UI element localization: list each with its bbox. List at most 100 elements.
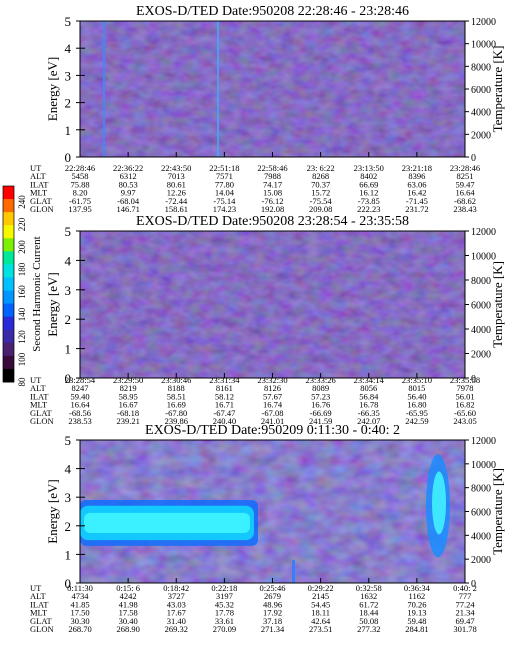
panel-title: EXOS-D/TED Date:950209 0:11:30 - 0:40: 2 (145, 423, 400, 438)
y-tick-label: 0 (65, 576, 72, 591)
y2-tick-label: 8000 (471, 62, 491, 73)
table-cell: 30.40 (119, 616, 138, 626)
table-cell: 59.47 (455, 179, 474, 189)
colorbar-segment (3, 290, 14, 305)
y2-tick-label: 10000 (471, 40, 496, 51)
table-cell: 59.48 (407, 616, 426, 626)
table-cell: 16.76 (311, 400, 330, 410)
table-cell: 23:28:46 (450, 163, 480, 173)
table-cell: -73.85 (358, 196, 380, 206)
colorbar-segment (3, 199, 14, 213)
y2-tick-label: 8000 (471, 484, 491, 495)
table-row-label: MLT (30, 400, 48, 410)
table-cell: 0:11:30 (67, 583, 93, 593)
table-cell: 146.71 (116, 204, 139, 214)
table-cell: 222.23 (357, 204, 380, 214)
y2-tick-label: 12000 (471, 17, 496, 28)
table-cell: -66.35 (358, 408, 380, 418)
table-cell: 15.72 (311, 188, 330, 198)
colorbar-segment (3, 238, 14, 252)
table-cell: 23:13:50 (354, 163, 384, 173)
table-cell: 3727 (168, 591, 185, 601)
colorbar-tick-label: 80 (17, 377, 27, 387)
table-cell: 15.08 (263, 188, 282, 198)
colorbar-segment (3, 212, 14, 226)
title-time-range: 0:11:30 - 0:40: 2 (303, 423, 400, 438)
table-cell: 8161 (216, 383, 233, 393)
table-cell: 23: 6:22 (307, 163, 335, 173)
table-cell: 270.09 (213, 624, 236, 634)
table-cell: 22:28:46 (65, 163, 95, 173)
table-cell: 239.86 (165, 416, 188, 426)
y2-tick-label: 6000 (471, 85, 491, 96)
table-cell: 75.88 (70, 179, 89, 189)
table-cell: 22:43:50 (161, 163, 191, 173)
table-cell: 17.92 (263, 608, 282, 618)
table-cell: -68.18 (117, 408, 139, 418)
colorbar-segment (3, 303, 14, 318)
spike-line (103, 21, 105, 157)
table-cell: 16.42 (407, 188, 426, 198)
table-cell: 16.67 (119, 400, 138, 410)
colorbar-tick-label: 120 (17, 330, 27, 344)
table-cell: 242.59 (405, 416, 428, 426)
table-cell: 16.12 (359, 188, 378, 198)
table-cell: 80.53 (119, 179, 138, 189)
table-cell: 23:34:14 (354, 375, 385, 385)
table-cell: 16.78 (359, 400, 378, 410)
spike-line (292, 560, 295, 583)
y2-tick-label: 2000 (471, 555, 491, 566)
table-cell: 69.47 (455, 616, 474, 626)
y-tick-label: 1 (65, 342, 72, 357)
table-cell: 284.81 (405, 624, 428, 634)
table-cell: 192.08 (261, 204, 284, 214)
table-cell: 41.85 (70, 599, 89, 609)
y-tick-label: 2 (65, 519, 72, 534)
table-cell: 238.53 (68, 416, 91, 426)
table-row-label: ILAT (30, 179, 49, 189)
table-cell: 37.18 (263, 616, 282, 626)
y-axis-label: Energy [eV] (45, 57, 60, 121)
colorbar-segment (3, 225, 14, 239)
colorbar-segment (3, 186, 14, 200)
table-cell: 5458 (72, 171, 89, 181)
table-cell: 4734 (72, 591, 90, 601)
y2-axis-label: Temperature [K] (490, 46, 505, 133)
spike-line (217, 21, 219, 157)
intensity-blob-core (432, 471, 446, 535)
table-cell: 8188 (168, 383, 185, 393)
table-row-label: UT (30, 163, 42, 173)
table-cell: -71.45 (406, 196, 428, 206)
table-cell: 17.67 (167, 608, 186, 618)
y-tick-label: 1 (65, 123, 72, 138)
table-row-label: UT (30, 375, 42, 385)
y2-tick-label: 2000 (471, 130, 491, 141)
table-cell: 61.72 (359, 599, 378, 609)
table-cell: 8219 (120, 383, 137, 393)
table-cell: 23:21:18 (402, 163, 432, 173)
y-tick-label: 1 (65, 547, 72, 562)
table-cell: 0:36:34 (404, 583, 431, 593)
table-cell: 23:28:54 (65, 375, 96, 385)
y2-tick-label: 0 (471, 374, 476, 385)
y2-tick-label: 8000 (471, 276, 491, 287)
table-cell: 8089 (312, 383, 329, 393)
y2-tick-label: 0 (471, 579, 476, 590)
y2-tick-label: 12000 (471, 227, 496, 238)
y2-tick-label: 10000 (471, 252, 496, 263)
table-cell: 43.03 (167, 599, 186, 609)
table-row-label: GLAT (30, 616, 53, 626)
table-cell: 8396 (408, 171, 425, 181)
y2-tick-label: 6000 (471, 301, 491, 312)
table-cell: 12.26 (167, 188, 186, 198)
y2-tick-label: 2000 (471, 350, 491, 361)
panel-title: EXOS-D/TED Date:950208 23:28:54 - 23:35:… (136, 214, 409, 229)
y-tick-label: 3 (65, 283, 72, 298)
table-cell: 241.59 (309, 416, 332, 426)
table-cell: -68.56 (69, 408, 91, 418)
table-cell: 0:22:18 (211, 583, 237, 593)
table-cell: 41.98 (119, 599, 138, 609)
y2-tick-label: 10000 (471, 460, 496, 471)
colorbar-tick-label: 160 (17, 285, 27, 299)
